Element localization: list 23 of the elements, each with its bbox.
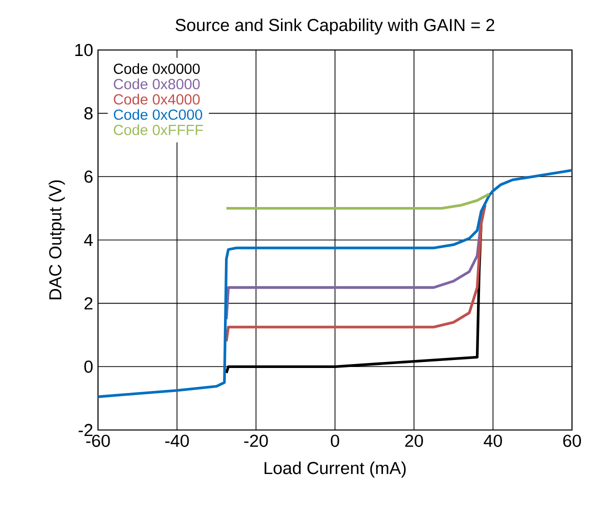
text: Code 0x8000	[114, 78, 200, 90]
x-tick-label: 20	[405, 434, 423, 448]
x-tick-label: 0	[330, 434, 340, 448]
x-tick-label: 60	[563, 434, 581, 448]
y-tick-label: 8	[84, 107, 93, 120]
x-tick-label: 40	[484, 434, 502, 448]
y-tick-label: -2	[78, 424, 92, 436]
text: Code 0xFFFF	[114, 124, 203, 136]
y-axis-title: DAC Output (V)	[48, 180, 65, 300]
x-tick-label: -60	[86, 434, 110, 448]
text: Code 0xC000	[114, 109, 202, 120]
y-tick-label: 10	[75, 44, 93, 56]
line-series	[225, 204, 486, 343]
x-tick-label: -40	[165, 434, 189, 448]
y-tick-label: 6	[84, 170, 93, 183]
y-tick-label: 4	[84, 234, 93, 246]
text: Code 0x4000	[114, 94, 200, 105]
x-axis-title: Load Current (mA)	[264, 462, 406, 478]
chart-title: Source and Sink Capability with GAIN = 2	[176, 18, 494, 35]
y-tick-label: 0	[84, 360, 93, 373]
text: Code 0x0000	[114, 63, 200, 74]
y-tick-label: 2	[84, 297, 92, 310]
x-tick-label: -20	[244, 434, 268, 448]
